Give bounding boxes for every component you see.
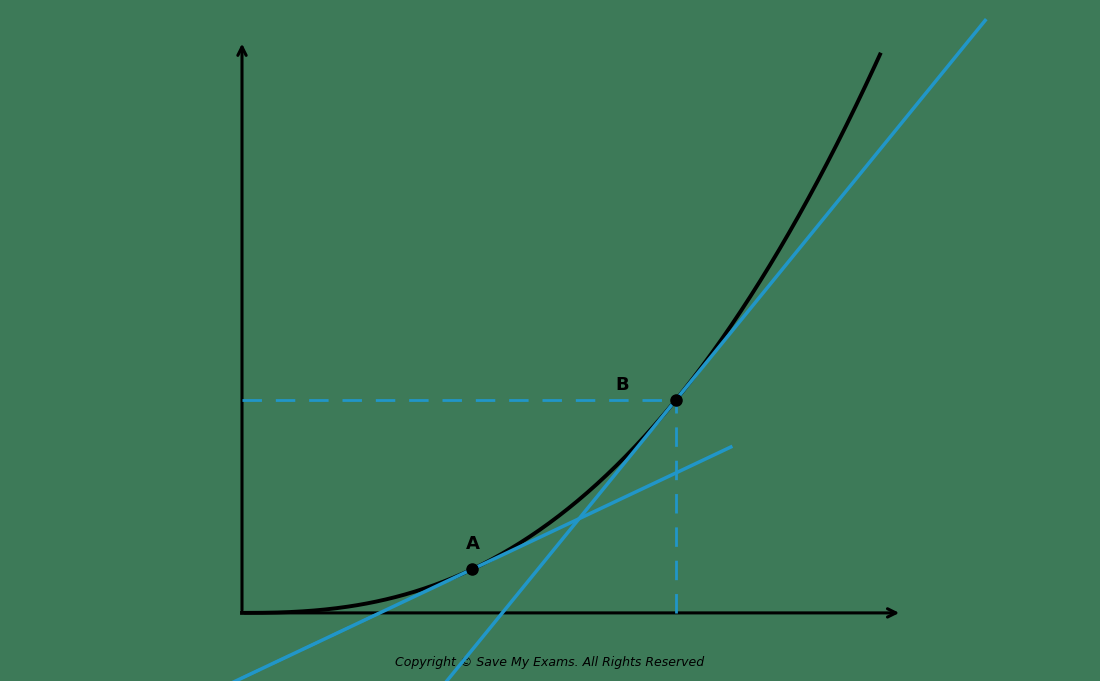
Text: Copyright © Save My Exams. All Rights Reserved: Copyright © Save My Exams. All Rights Re… <box>395 656 705 669</box>
Text: A: A <box>466 535 480 553</box>
Text: B: B <box>615 376 629 394</box>
